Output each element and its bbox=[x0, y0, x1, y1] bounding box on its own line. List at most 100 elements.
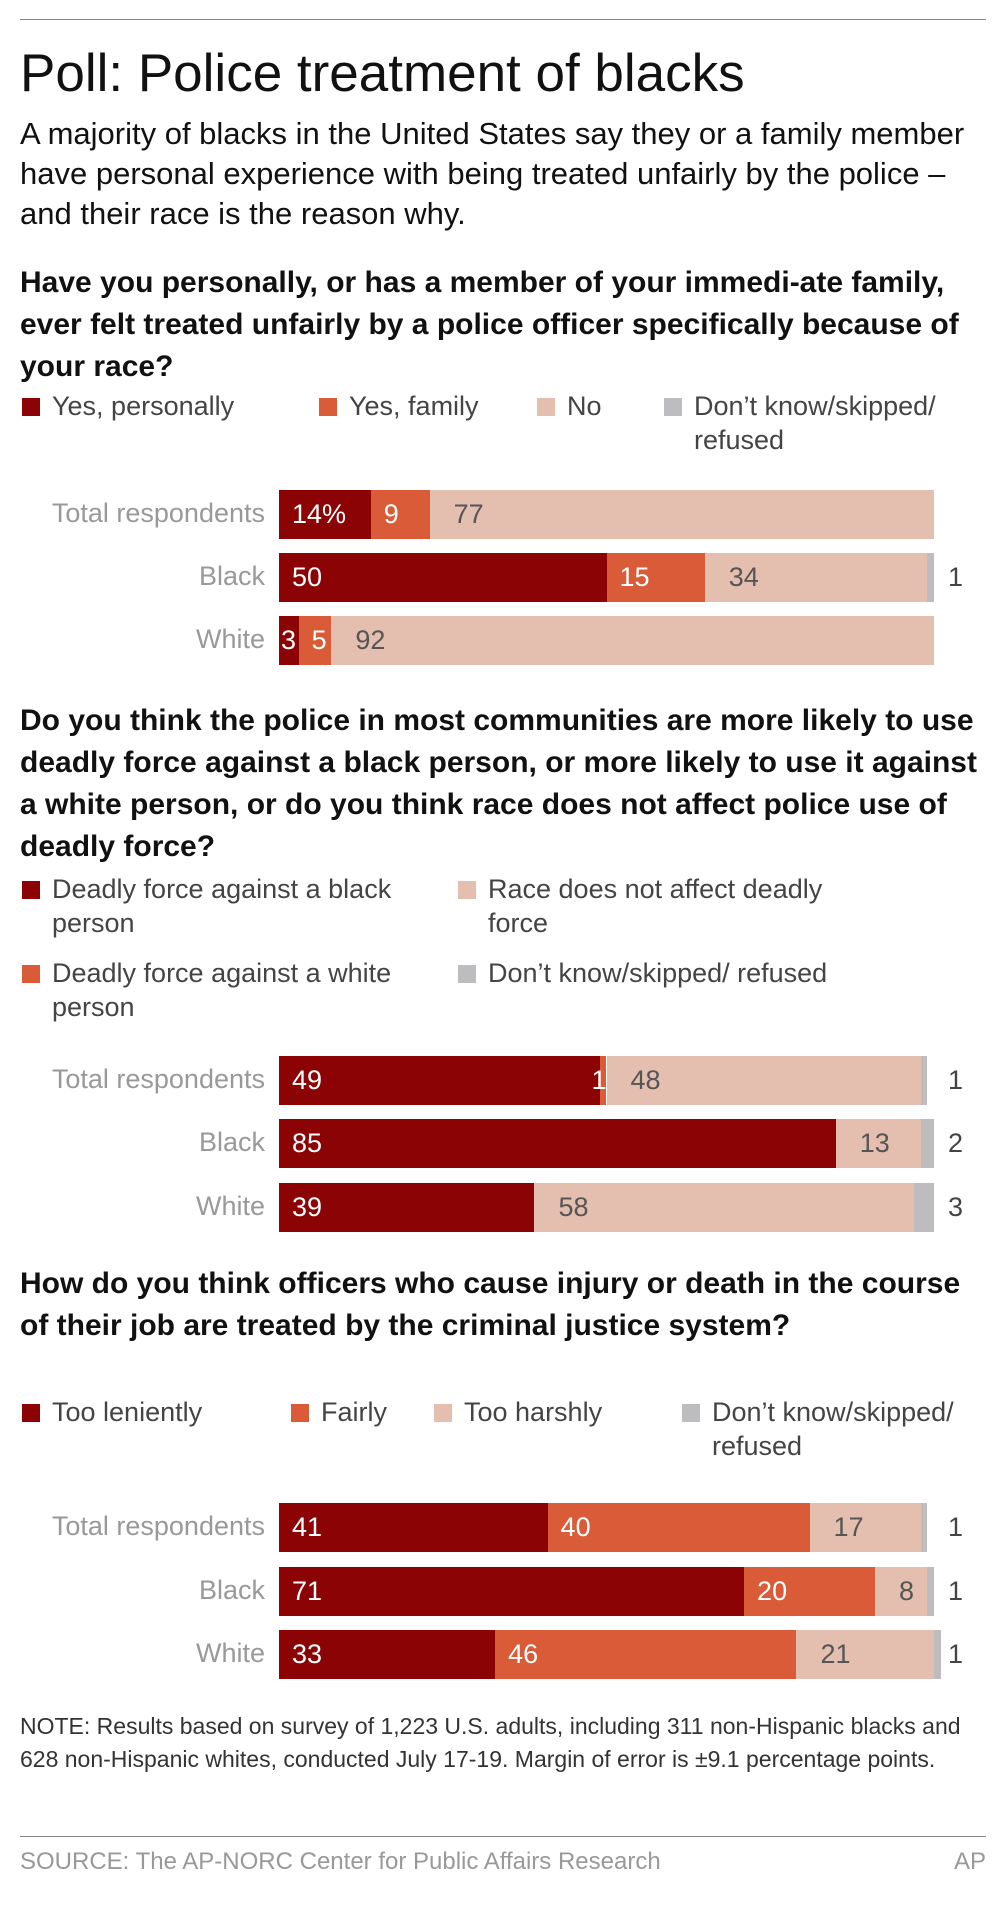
bar-segment bbox=[279, 490, 371, 539]
legend-swatch bbox=[22, 1404, 40, 1422]
bar-segment bbox=[279, 553, 607, 602]
data-label: 3 bbox=[281, 625, 297, 655]
legend-item: No bbox=[537, 389, 667, 423]
question-2: Do you think the police in most communit… bbox=[20, 704, 977, 863]
legend-label: Don’t know/skipped/ refused bbox=[712, 1397, 954, 1461]
legend-item: Fairly bbox=[291, 1395, 451, 1429]
bar-segment bbox=[370, 490, 430, 539]
legend-swatch bbox=[291, 1404, 309, 1422]
data-label: 21 bbox=[820, 1639, 851, 1669]
page-title: Poll: Police treatment of blacks bbox=[20, 44, 745, 103]
data-label: 50 bbox=[292, 562, 323, 592]
bar-segment bbox=[298, 616, 332, 665]
legend-label: Don’t know/skipped/ refused bbox=[488, 958, 828, 988]
legend-label: Fairly bbox=[321, 1397, 387, 1427]
data-label: 48 bbox=[630, 1065, 661, 1095]
legend-label: Too harshly bbox=[464, 1397, 603, 1427]
bar-row: 33 46 21 bbox=[279, 1630, 941, 1679]
note: NOTE: Results based on survey of 1,223 U… bbox=[20, 1713, 961, 1772]
credit: AP bbox=[953, 1848, 986, 1875]
bottom-rule bbox=[20, 1836, 986, 1837]
bar-segment bbox=[279, 1119, 836, 1168]
category-label: White bbox=[195, 624, 265, 654]
bar-segment bbox=[914, 1183, 934, 1232]
data-label: 39 bbox=[292, 1192, 323, 1222]
data-label: 77 bbox=[453, 499, 484, 529]
data-label: 8 bbox=[899, 1576, 915, 1606]
question-1: Have you personally, or has a member of … bbox=[20, 266, 959, 383]
bar-segment bbox=[534, 1183, 915, 1232]
legend-swatch bbox=[458, 881, 476, 899]
category-label: Total respondents bbox=[51, 1064, 265, 1094]
bar-segment bbox=[920, 1503, 928, 1552]
bar-segment bbox=[331, 616, 934, 665]
bar-row: 85 13 bbox=[279, 1119, 934, 1168]
category-label: White bbox=[195, 1191, 265, 1221]
bar-segment bbox=[606, 1056, 921, 1105]
bar-segment bbox=[744, 1567, 876, 1616]
data-label: 33 bbox=[292, 1639, 323, 1669]
question-3: How do you think officers who cause inju… bbox=[20, 1267, 961, 1342]
data-label: 5 bbox=[311, 625, 327, 655]
legend-swatch bbox=[22, 398, 40, 416]
category-label: Total respondents bbox=[51, 498, 265, 528]
data-label: 34 bbox=[728, 562, 759, 592]
data-label: 71 bbox=[292, 1576, 323, 1606]
category-label: Black bbox=[198, 1127, 265, 1157]
bar-segment bbox=[279, 1183, 535, 1232]
category-label: Black bbox=[198, 561, 265, 591]
data-label: 1 bbox=[948, 1576, 964, 1606]
legend-label: Don’t know/skipped/ refused bbox=[694, 391, 936, 455]
top-rule bbox=[20, 19, 986, 20]
data-label: 46 bbox=[508, 1639, 539, 1669]
data-label: 41 bbox=[292, 1512, 323, 1542]
bar-segment bbox=[606, 553, 705, 602]
legend-swatch bbox=[22, 965, 40, 983]
data-label: 14% bbox=[292, 499, 347, 529]
data-label: 20 bbox=[757, 1576, 788, 1606]
data-label: 3 bbox=[948, 1192, 964, 1222]
subtitle: A majority of blacks in the United State… bbox=[20, 116, 965, 231]
bar-segment bbox=[495, 1630, 797, 1679]
data-label: 17 bbox=[833, 1512, 864, 1542]
legend-swatch bbox=[664, 398, 682, 416]
legend-item: Don’t know/skipped/ refused bbox=[664, 389, 994, 457]
bar-segment bbox=[429, 490, 934, 539]
bar-segment bbox=[927, 1567, 934, 1616]
bar-segment bbox=[809, 1503, 921, 1552]
legend-label: Yes, family bbox=[349, 391, 479, 421]
legend-item: Deadly force against a white person bbox=[22, 956, 432, 1024]
bar-segment bbox=[920, 1056, 928, 1105]
data-label: 13 bbox=[859, 1128, 890, 1158]
legend-item: Don’t know/skipped/ refused bbox=[682, 1395, 1006, 1463]
data-label: 1 bbox=[948, 1639, 964, 1669]
bar-segment bbox=[875, 1567, 928, 1616]
bar-row: 71 20 8 bbox=[279, 1567, 934, 1616]
data-label: 58 bbox=[558, 1192, 589, 1222]
legend-swatch bbox=[22, 881, 40, 899]
data-label: 1 bbox=[591, 1065, 607, 1095]
legend-label: Deadly force against a white person bbox=[52, 958, 392, 1022]
bar-segment bbox=[547, 1503, 810, 1552]
bar-segment bbox=[927, 553, 934, 602]
bar-segment bbox=[279, 1503, 548, 1552]
data-label: 1 bbox=[948, 1065, 964, 1095]
legend-swatch bbox=[458, 965, 476, 983]
bar-segment bbox=[796, 1630, 934, 1679]
legend-item: Too leniently bbox=[22, 1395, 302, 1429]
bar-row: 39 58 bbox=[279, 1183, 934, 1232]
bar-segment bbox=[279, 1567, 745, 1616]
bar-row: 14% 9 77 bbox=[279, 490, 934, 539]
category-label: White bbox=[195, 1638, 265, 1668]
data-label: 40 bbox=[560, 1512, 591, 1542]
category-label: Black bbox=[198, 1575, 265, 1605]
legend-label: No bbox=[567, 391, 602, 421]
legend-item: Race does not affect deadly force bbox=[458, 872, 888, 940]
bar-segment bbox=[279, 1056, 600, 1105]
bar-row: 49 1 48 bbox=[279, 1056, 934, 1105]
data-label: 2 bbox=[948, 1128, 964, 1158]
legend-item: Yes, family bbox=[319, 389, 549, 423]
bar-segment bbox=[599, 1056, 607, 1105]
data-label: 1 bbox=[948, 562, 964, 592]
